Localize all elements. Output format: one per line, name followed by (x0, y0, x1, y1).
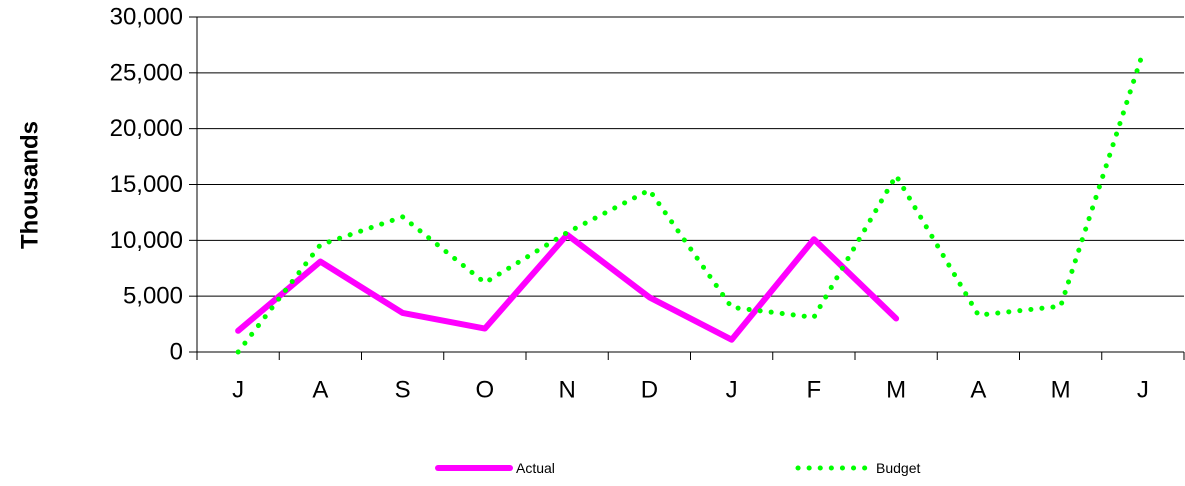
x-tick-label: M (886, 377, 906, 404)
legend-label-budget: Budget (876, 460, 920, 476)
y-tick-label: 10,000 (110, 227, 183, 254)
y-tick-label: 25,000 (110, 59, 183, 86)
x-tick-label: N (558, 377, 575, 404)
x-tick-label: F (807, 377, 822, 404)
y-tick-label: 0 (170, 339, 183, 366)
x-tick-label: M (1051, 377, 1071, 404)
legend-label-actual: Actual (516, 460, 555, 476)
series-line-actual (235, 231, 900, 343)
x-tick-label: D (641, 377, 658, 404)
series-lines (235, 50, 1146, 355)
y-axis-title: Thousands (17, 121, 44, 249)
legend: Actual Budget (435, 460, 920, 476)
x-tick-label: A (970, 377, 986, 404)
series-line-budget (235, 50, 1146, 355)
x-tick-label: J (232, 377, 244, 404)
x-tick-label: J (726, 377, 738, 404)
x-tick-label: A (312, 377, 328, 404)
y-tick-label: 5,000 (123, 283, 183, 310)
y-tick-label: 20,000 (110, 115, 183, 142)
y-tick-label: 30,000 (110, 4, 183, 31)
x-tick-label: S (395, 377, 411, 404)
x-tick-label: O (476, 377, 495, 404)
gridlines (189, 16, 1184, 353)
x-tick-label: J (1137, 377, 1149, 404)
y-tick-labels: 0 5,000 10,000 15,000 20,000 25,000 30,000 (110, 4, 183, 366)
y-tick-label: 15,000 (110, 171, 183, 198)
